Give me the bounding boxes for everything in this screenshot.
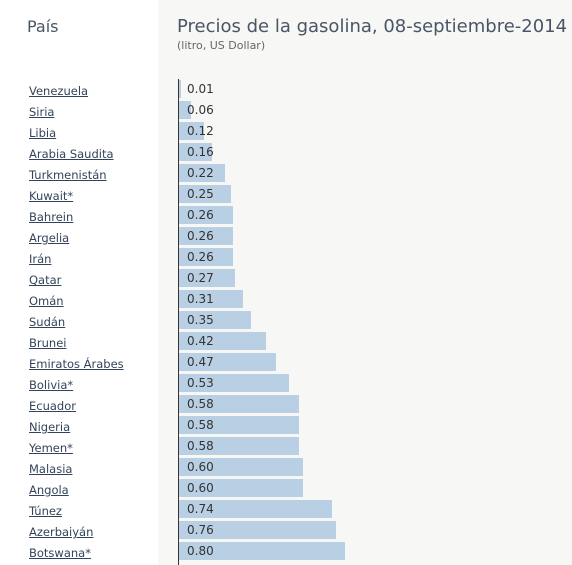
price-bar <box>179 101 191 119</box>
country-column-header: País <box>27 17 59 36</box>
bar-value-label: 0.26 <box>187 250 214 264</box>
price-bar <box>179 500 332 518</box>
country-link[interactable]: Bahrein <box>29 210 74 224</box>
country-link[interactable]: Qatar <box>29 273 62 287</box>
price-bar <box>179 248 233 266</box>
price-bar <box>179 437 299 455</box>
bar-value-label: 0.76 <box>187 523 214 537</box>
chart-axis-line <box>178 79 179 565</box>
price-bar <box>179 374 289 392</box>
country-link[interactable]: Emiratos Árabes <box>29 357 124 371</box>
bar-value-label: 0.58 <box>187 418 214 432</box>
price-bar <box>179 521 336 539</box>
country-link[interactable]: Brunei <box>29 336 67 350</box>
bar-value-label: 0.80 <box>187 544 214 558</box>
price-bar <box>179 143 212 161</box>
country-link[interactable]: Ecuador <box>29 399 76 413</box>
country-link[interactable]: Malasia <box>29 462 73 476</box>
price-bar <box>179 332 266 350</box>
country-link[interactable]: Nigeria <box>29 420 71 434</box>
bar-value-label: 0.27 <box>187 271 214 285</box>
bar-value-label: 0.25 <box>187 187 214 201</box>
country-link[interactable]: Libia <box>29 126 57 140</box>
bar-value-label: 0.12 <box>187 124 214 138</box>
bar-value-label: 0.42 <box>187 334 214 348</box>
price-bar <box>179 80 181 98</box>
price-bar <box>179 164 225 182</box>
country-link[interactable]: Turkmenistán <box>29 168 107 182</box>
price-bar <box>179 479 303 497</box>
country-link[interactable]: Siria <box>29 105 55 119</box>
country-link[interactable]: Túnez <box>29 504 62 518</box>
country-link[interactable]: Irán <box>29 252 52 266</box>
country-link[interactable]: Venezuela <box>29 84 89 98</box>
price-bar <box>179 353 276 371</box>
country-link[interactable]: Arabia Saudita <box>29 147 114 161</box>
price-bar <box>179 269 235 287</box>
bar-value-label: 0.22 <box>187 166 214 180</box>
chart-title: Precios de la gasolina, 08-septiembre-20… <box>177 16 568 37</box>
bar-value-label: 0.47 <box>187 355 214 369</box>
price-bar <box>179 311 251 329</box>
bar-value-label: 0.60 <box>187 481 214 495</box>
country-link[interactable]: Botswana* <box>29 546 91 560</box>
bar-value-label: 0.06 <box>187 103 214 117</box>
country-link[interactable]: Argelia <box>29 231 70 245</box>
bar-value-label: 0.60 <box>187 460 214 474</box>
bar-value-label: 0.35 <box>187 313 214 327</box>
bar-value-label: 0.74 <box>187 502 214 516</box>
bar-value-label: 0.53 <box>187 376 214 390</box>
price-bar <box>179 290 243 308</box>
bar-value-label: 0.58 <box>187 397 214 411</box>
price-bar <box>179 227 233 245</box>
bar-value-label: 0.26 <box>187 229 214 243</box>
country-link[interactable]: Sudán <box>29 315 66 329</box>
price-bar <box>179 416 299 434</box>
bar-value-label: 0.31 <box>187 292 214 306</box>
chart-subtitle: (litro, US Dollar) <box>177 39 266 52</box>
bar-value-label: 0.58 <box>187 439 214 453</box>
country-link[interactable]: Azerbaiyán <box>29 525 94 539</box>
price-bar <box>179 185 231 203</box>
country-link[interactable]: Yemen* <box>29 441 73 455</box>
price-bar <box>179 122 204 140</box>
price-bar <box>179 542 345 560</box>
bar-value-label: 0.16 <box>187 145 214 159</box>
price-bar <box>179 458 303 476</box>
country-link[interactable]: Omán <box>29 294 64 308</box>
price-bar <box>179 395 299 413</box>
country-link[interactable]: Bolivia* <box>29 378 74 392</box>
bar-value-label: 0.26 <box>187 208 214 222</box>
bar-value-label: 0.01 <box>187 82 214 96</box>
country-link[interactable]: Angola <box>29 483 69 497</box>
country-link[interactable]: Kuwait* <box>29 189 74 203</box>
price-bar <box>179 206 233 224</box>
